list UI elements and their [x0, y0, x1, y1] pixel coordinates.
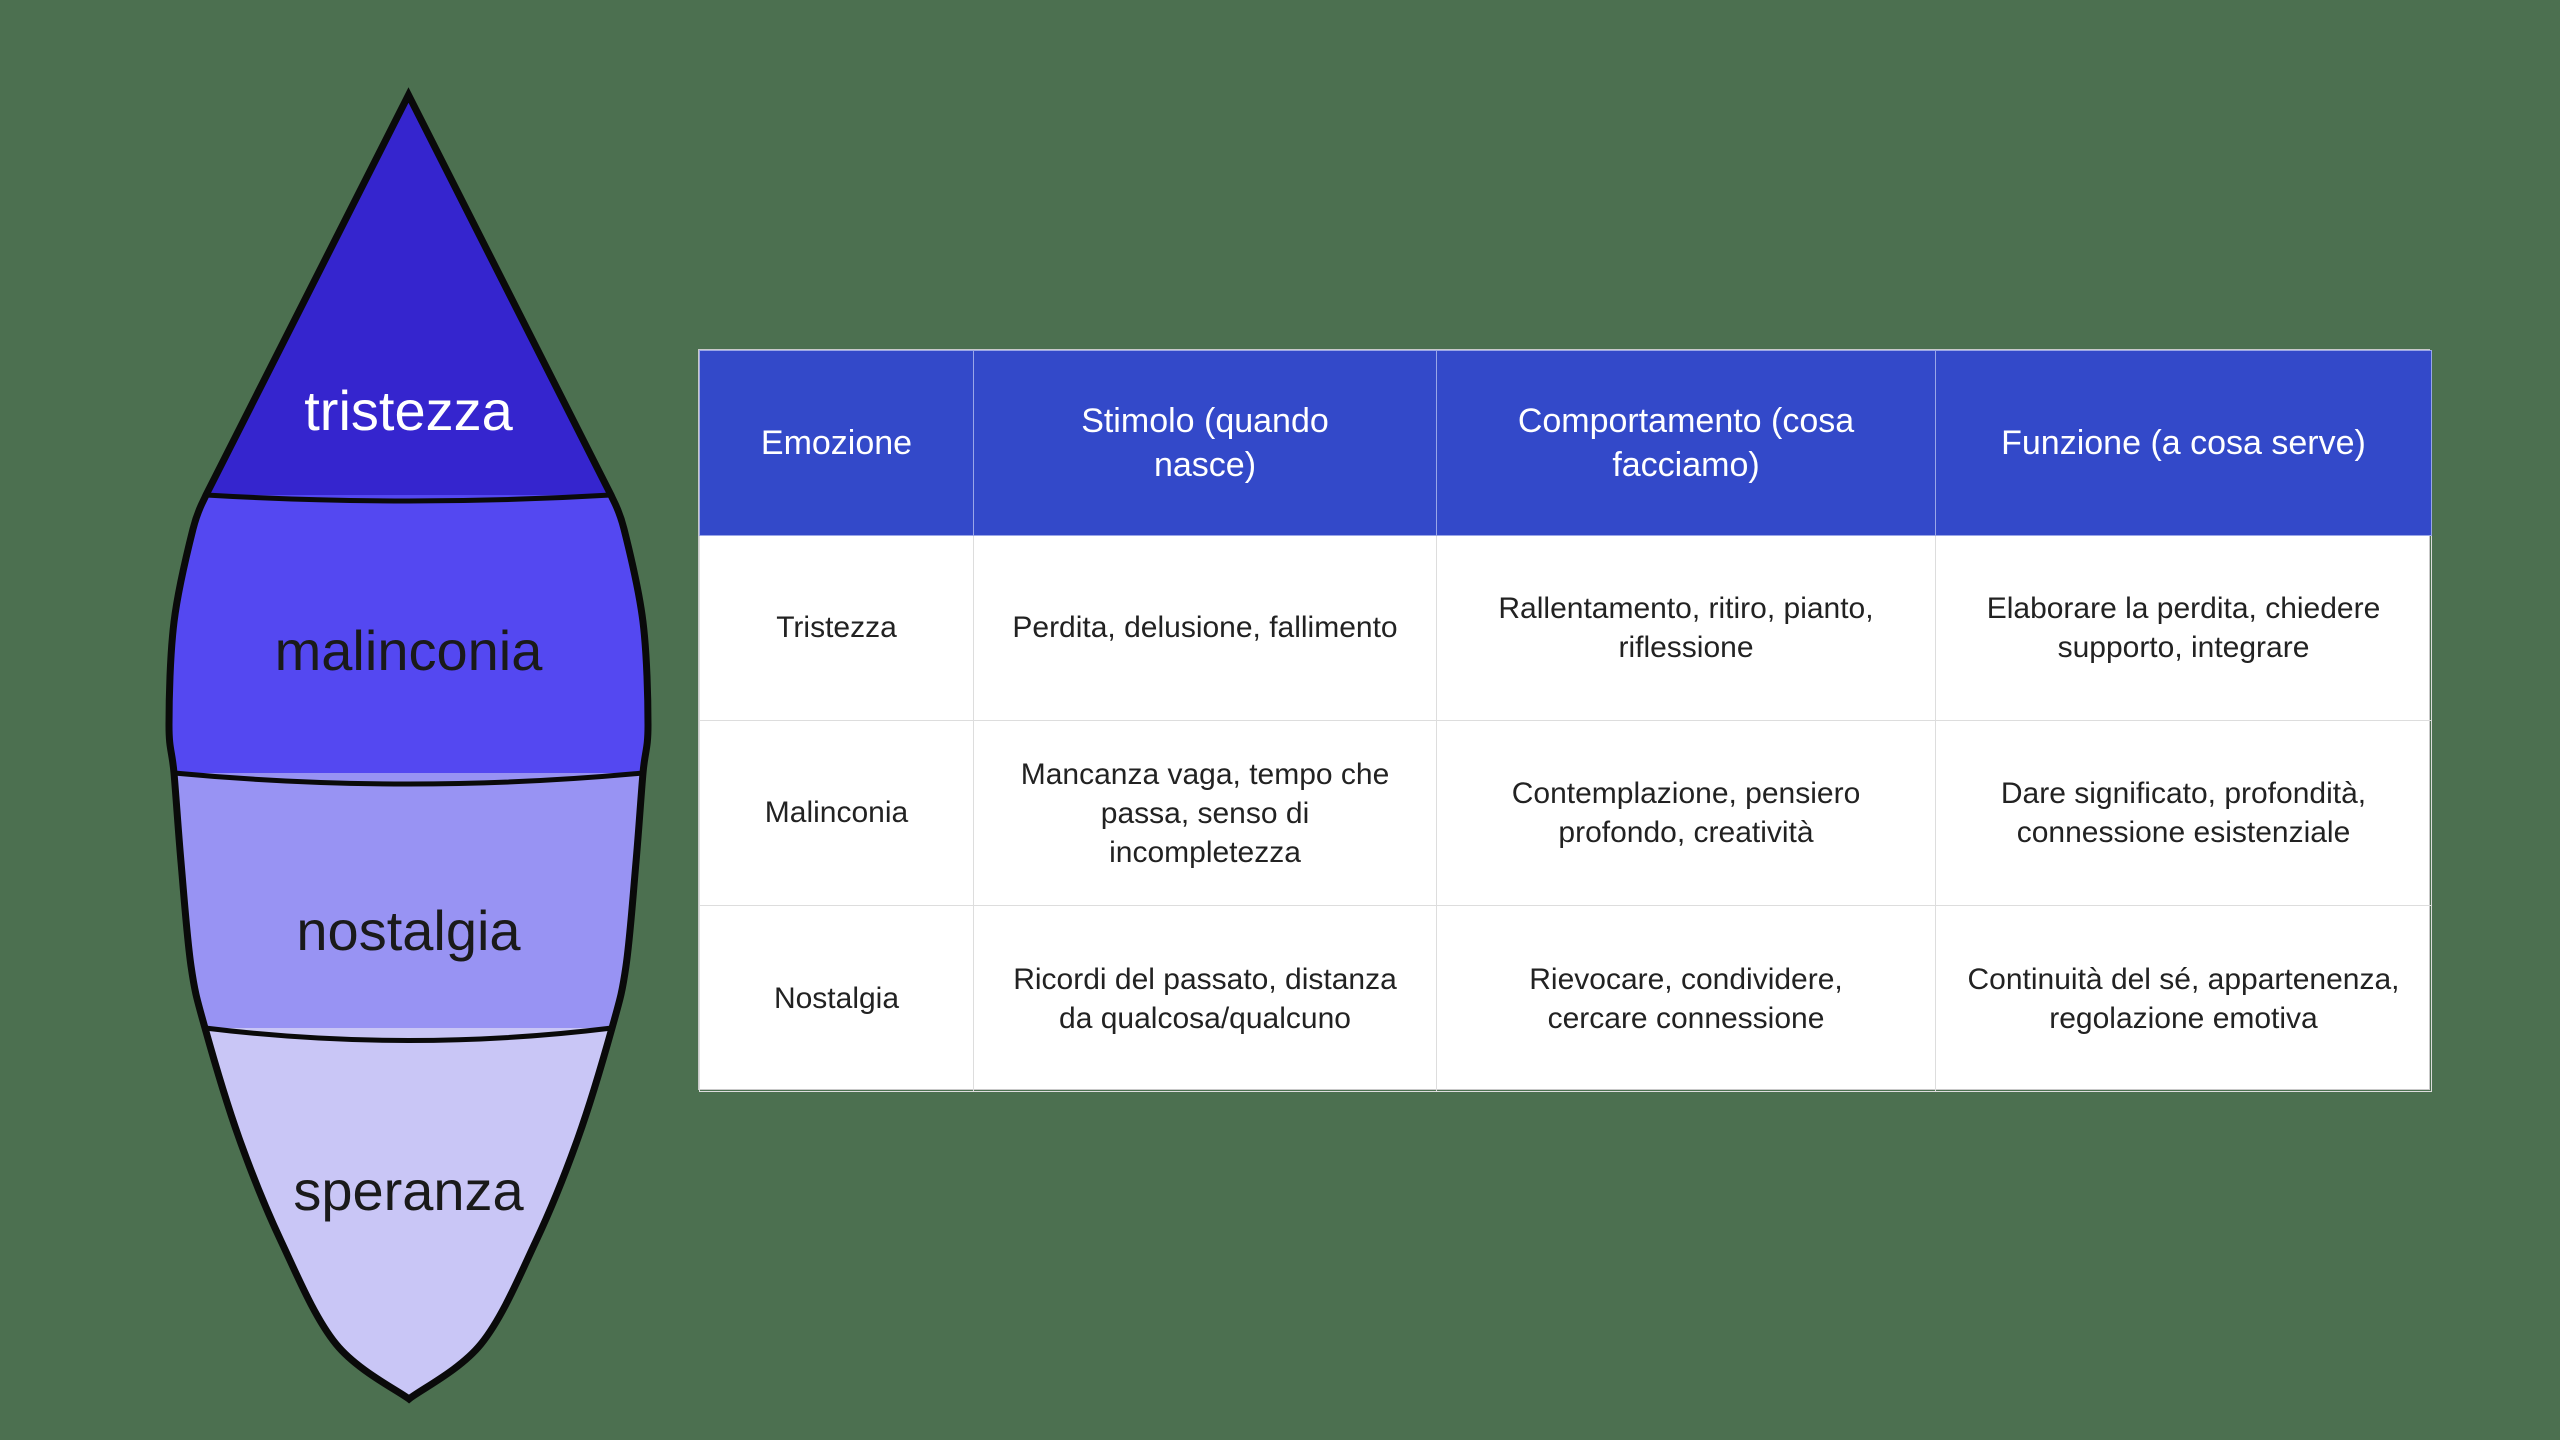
svg-text:tristezza: tristezza: [304, 379, 513, 442]
svg-text:speranza: speranza: [293, 1159, 524, 1222]
svg-text:malinconia: malinconia: [275, 619, 544, 682]
svg-text:nostalgia: nostalgia: [296, 899, 521, 962]
